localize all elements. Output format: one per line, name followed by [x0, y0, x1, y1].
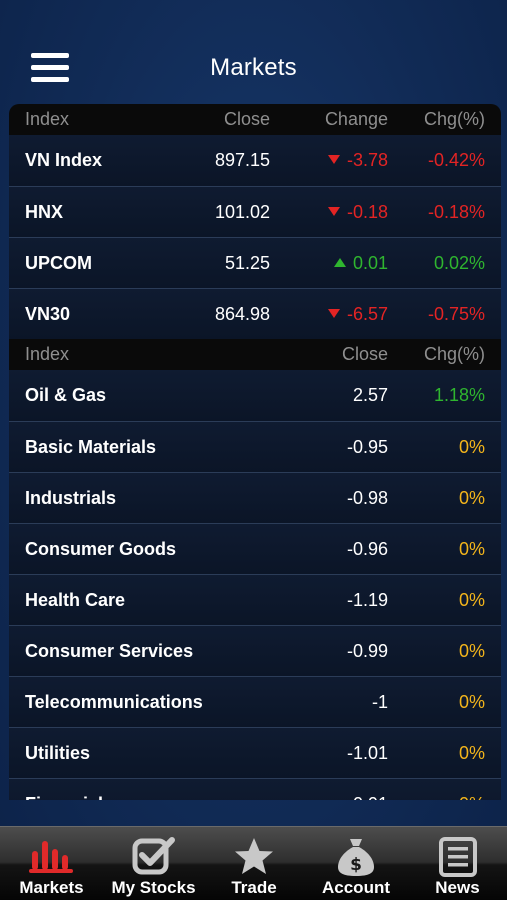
sector-chg-pct: 0% [458, 539, 485, 559]
sector-chg-pct: 0% [458, 590, 485, 610]
sector-row[interactable]: Consumer Services -0.99 0% [9, 625, 501, 676]
down-triangle-icon [327, 154, 340, 164]
index-name: VN Index [25, 150, 103, 170]
index-change: -6.57 [327, 289, 388, 339]
index-close: 51.25 [224, 253, 270, 273]
star-icon [235, 838, 273, 874]
index-change: 0.01 [333, 238, 388, 288]
tab-bar: Markets My Stocks Trade $ Account [0, 826, 507, 900]
down-triangle-icon [327, 308, 340, 318]
up-triangle-icon [333, 257, 346, 267]
index-change-value: -6.57 [346, 304, 388, 324]
sector-chg-pct: 0% [458, 641, 485, 661]
sector-close: -0.99 [346, 641, 388, 661]
sector-name: Telecommunications [25, 692, 203, 712]
sector-name: Consumer Goods [25, 539, 177, 559]
tab-label: Account [322, 878, 390, 897]
sector-name: Basic Materials [25, 437, 157, 457]
index-name: UPCOM [25, 253, 92, 273]
sector-row[interactable]: Oil & Gas 2.57 1.18% [9, 370, 501, 421]
header-index: Index [25, 109, 70, 129]
news-icon [438, 837, 477, 877]
header-chg-pct: Chg(%) [423, 109, 485, 129]
sector-chg-pct: 0% [458, 437, 485, 457]
page-title: Markets [210, 54, 297, 81]
index-row[interactable]: HNX 101.02 -0.18 -0.18% [9, 186, 501, 237]
sector-name: Utilities [25, 743, 91, 763]
index-close: 101.02 [214, 202, 270, 222]
index-change-value: -3.78 [346, 150, 388, 170]
sector-row[interactable]: Health Care -1.19 0% [9, 574, 501, 625]
header-bar: Markets [0, 0, 507, 104]
sector-close: -0.95 [346, 437, 388, 457]
sector-name: Health Care [25, 590, 126, 610]
index-change-value: 0.01 [352, 253, 388, 273]
index-row[interactable]: UPCOM 51.25 0.01 0.02% [9, 237, 501, 288]
index-close: 897.15 [214, 150, 270, 170]
sector-close: -0.98 [346, 488, 388, 508]
hamburger-menu-icon[interactable] [31, 53, 69, 83]
bar-chart-icon [28, 841, 73, 873]
header-index: Index [25, 344, 70, 364]
down-triangle-icon [327, 206, 340, 216]
tab-label: My Stocks [111, 878, 196, 897]
sector-close: -1 [371, 692, 388, 712]
svg-text:$: $ [350, 855, 362, 875]
markets-table[interactable]: Index Close Change Chg(%) VN Index 897.15… [9, 104, 501, 800]
index-close: 864.98 [214, 304, 270, 324]
tab-account[interactable]: $ Account [304, 827, 408, 900]
sector-row[interactable]: Basic Materials -0.95 0% [9, 421, 501, 472]
index-change: -3.78 [327, 135, 388, 185]
sector-chg-pct: 0% [458, 692, 485, 712]
sector-chg-pct: 0% [458, 488, 485, 508]
index-chg-pct: 0.02% [433, 253, 485, 273]
sectors-list: Oil & Gas 2.57 1.18% Basic Materials -0.95 0%… [9, 370, 501, 800]
sectors-header-row: Index Close Chg(%) [9, 339, 501, 370]
sector-row[interactable]: Utilities -1.01 0% [9, 727, 501, 778]
sector-row[interactable]: Telecommunications -1 0% [9, 676, 501, 727]
sector-chg-pct: 0% [458, 743, 485, 763]
header-close: Close [223, 109, 270, 129]
tab-label: News [435, 878, 480, 897]
tab-markets[interactable]: Markets [0, 827, 103, 900]
index-row[interactable]: VN Index 897.15 -3.78 -0.42% [9, 135, 501, 186]
sector-name: Consumer Services [25, 641, 194, 661]
sector-name: Financials [25, 779, 113, 800]
header-chg-pct: Chg(%) [423, 344, 485, 364]
sector-name: Industrials [25, 488, 117, 508]
sector-chg-pct: 0% [459, 779, 485, 800]
sector-row[interactable]: Industrials -0.98 0% [9, 472, 501, 523]
money-bag-icon: $ [338, 839, 374, 876]
indices-header-row: Index Close Change Chg(%) [9, 104, 501, 135]
index-name: HNX [25, 202, 64, 222]
tab-trade[interactable]: Trade [204, 827, 304, 900]
sector-close: -0.96 [346, 539, 388, 559]
sector-close: 2.57 [352, 385, 388, 405]
sector-row[interactable]: Financials -0.91 0% [9, 778, 501, 800]
index-change-value: -0.18 [346, 202, 388, 222]
checkbox-icon [132, 837, 175, 875]
index-change: -0.18 [327, 187, 388, 237]
sector-close: -1.01 [346, 743, 388, 763]
sector-close: -0.91 [347, 779, 388, 800]
sector-name: Oil & Gas [25, 385, 107, 405]
sector-row[interactable]: Consumer Goods -0.96 0% [9, 523, 501, 574]
sector-close: -1.19 [346, 590, 388, 610]
header-close: Close [341, 344, 388, 364]
tab-label: Markets [19, 878, 84, 897]
index-row[interactable]: VN30 864.98 -6.57 -0.75% [9, 288, 501, 339]
tab-my-stocks[interactable]: My Stocks [103, 827, 204, 900]
index-name: VN30 [25, 304, 71, 324]
index-chg-pct: -0.18% [427, 202, 485, 222]
tab-label: Trade [231, 878, 277, 897]
index-chg-pct: -0.42% [427, 150, 485, 170]
indices-list: VN Index 897.15 -3.78 -0.42% HNX 101.02 -0.18 -… [9, 135, 501, 339]
header-change: Change [324, 109, 388, 129]
tab-news[interactable]: News [408, 827, 507, 900]
sector-chg-pct: 1.18% [433, 385, 485, 405]
index-chg-pct: -0.75% [427, 304, 485, 324]
